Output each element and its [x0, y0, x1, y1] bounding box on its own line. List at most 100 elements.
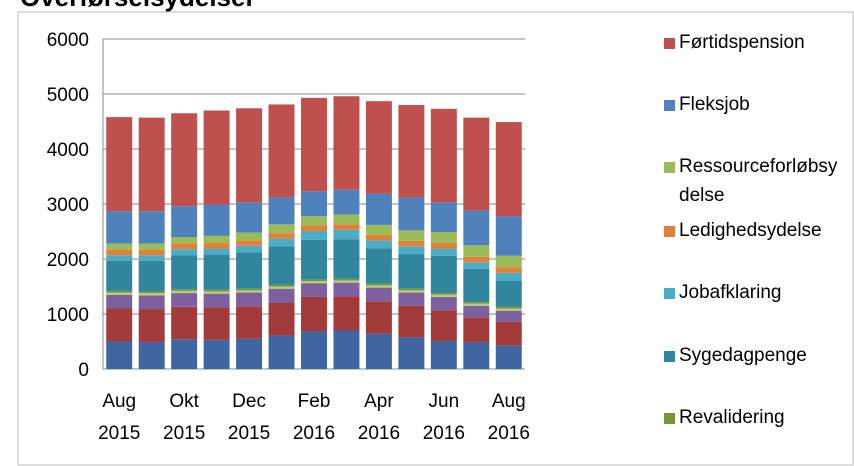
legend-item: Sygedagpenge: [664, 341, 849, 370]
legend-label: Jobafklaring: [679, 282, 782, 303]
bar-segment: [171, 306, 198, 340]
bar-segment: [463, 342, 490, 369]
legend-swatch: [664, 288, 675, 299]
bar-segment: [268, 284, 295, 287]
bar-segment: [398, 292, 425, 306]
bar-segment: [138, 291, 165, 294]
bar-segment: [463, 305, 490, 318]
bar-segment: [365, 287, 392, 302]
legend-swatch: [664, 38, 675, 49]
bar-segment: [495, 272, 522, 281]
bar-segment: [333, 278, 360, 281]
bar-segment: [138, 211, 165, 244]
bar-segment: [398, 290, 425, 293]
bar-segment: [301, 296, 327, 332]
bar-segment: [398, 230, 425, 241]
legend-swatch: [664, 226, 675, 237]
bar-segment: [203, 289, 230, 292]
bar-segment: [236, 252, 263, 289]
bar-segment: [236, 232, 263, 241]
bar-segment: [268, 197, 295, 225]
chart-frame: [17, 11, 854, 466]
y-tick-label: 1000: [47, 305, 89, 326]
legend-label: Ressourceforløbsydelse: [679, 156, 838, 206]
bar-segment: [268, 335, 295, 369]
y-tick-label: 2000: [47, 250, 89, 271]
bar-segment: [301, 216, 327, 226]
bar-segment: [203, 291, 230, 294]
bar-segment: [333, 229, 360, 240]
bar-segment: [495, 345, 522, 369]
bar-segment: [138, 117, 165, 212]
bar-segment: [171, 237, 198, 244]
bar-segment: [495, 310, 522, 322]
bar-segment: [463, 301, 490, 304]
bar-segment: [106, 294, 133, 309]
bar-segment: [365, 224, 392, 235]
bar-segment: [138, 342, 165, 369]
bar-segment: [171, 339, 198, 369]
chart-title: Overførselsydelser: [20, 0, 256, 12]
bar-segment: [463, 317, 490, 343]
bar-segment: [398, 288, 425, 291]
legend-swatch: [664, 413, 675, 424]
bar-segment: [463, 117, 490, 211]
bar-segment: [268, 238, 295, 247]
legend-label: Sygedagpenge: [679, 345, 807, 366]
bar-segment: [333, 224, 360, 230]
bar-segment: [268, 286, 295, 289]
bar-segment: [138, 260, 165, 292]
bar-segment: [171, 113, 198, 207]
bar-segment: [365, 240, 392, 249]
bar-segment: [495, 255, 522, 268]
bar-segment: [268, 224, 295, 234]
bar-segment: [138, 309, 165, 343]
bar-segment: [430, 296, 457, 311]
bar-segment: [203, 235, 230, 244]
bar-segment: [171, 255, 198, 290]
bar-segment: [463, 262, 490, 269]
bar-segment: [106, 211, 133, 244]
bar-segment: [236, 202, 263, 233]
bar-segment: [430, 232, 457, 244]
y-tick-label: 0: [78, 360, 89, 381]
bar-segment: [365, 283, 392, 286]
bar-segment: [301, 97, 327, 192]
bar-segment: [333, 280, 360, 283]
x-tick-label: Okt 2015: [163, 391, 205, 444]
bar-segment: [333, 214, 360, 225]
legend-label: Revalidering: [679, 407, 785, 428]
legend-label: Førtidspension: [679, 32, 805, 53]
bar-segment: [106, 290, 133, 293]
bar-segment: [171, 206, 198, 237]
bar-segment: [203, 254, 230, 290]
bar-segment: [365, 248, 392, 284]
bar-segment: [268, 233, 295, 239]
bar-segment: [301, 281, 327, 284]
bar-segment: [365, 193, 392, 225]
bar-segment: [236, 108, 263, 203]
legend-item: Revalidering: [664, 403, 849, 432]
bar-segment: [333, 296, 360, 331]
bar-segment: [495, 267, 522, 273]
bar-segment: [171, 289, 198, 291]
bar-segment: [365, 333, 392, 369]
bar-segment: [495, 308, 522, 311]
bar-segment: [268, 303, 295, 336]
x-tick-label: Apr 2016: [358, 391, 400, 444]
bar-segment: [495, 321, 522, 346]
bar-segment: [268, 288, 295, 303]
legend-label: Fleksjob: [679, 94, 750, 115]
bar-segment: [430, 293, 457, 295]
bar-segment: [398, 254, 425, 289]
bar-segment: [203, 243, 230, 249]
bar-segment: [106, 243, 133, 250]
legend-item: Ledighedsydelse: [664, 216, 849, 245]
x-tick-label: Jun 2016: [423, 391, 465, 444]
x-tick-label: Dec 2015: [228, 391, 270, 444]
x-tick-label: Feb 2016: [293, 391, 335, 444]
bar-segment: [365, 285, 392, 288]
legend-swatch: [664, 100, 675, 111]
bar-segment: [203, 110, 230, 205]
bar-segment: [333, 239, 360, 279]
